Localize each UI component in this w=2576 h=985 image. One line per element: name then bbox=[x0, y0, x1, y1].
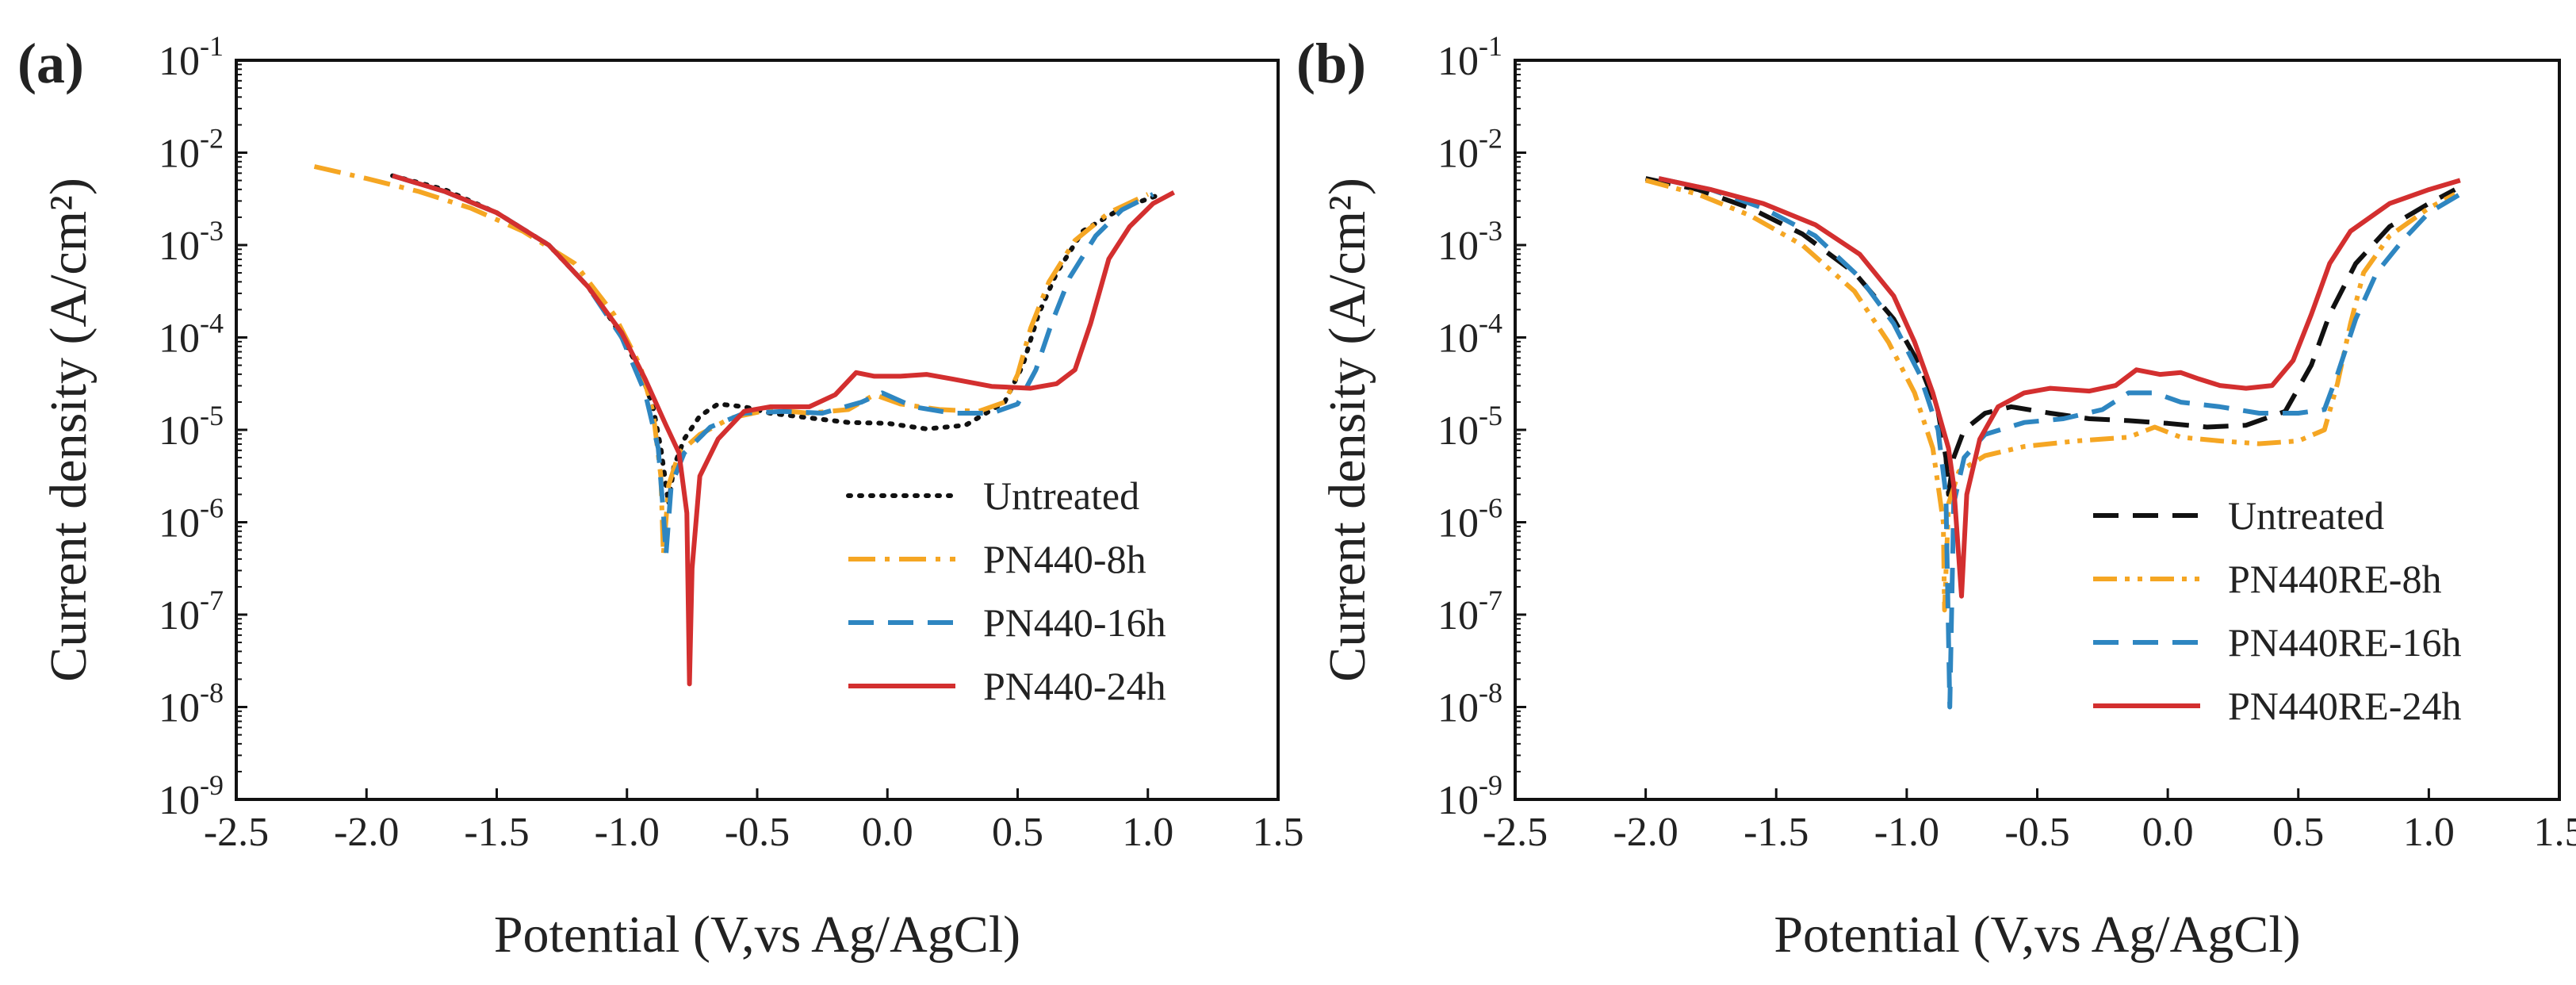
x-tick-label: -0.5 bbox=[725, 810, 790, 855]
legend-label: PN440RE-16h bbox=[2228, 620, 2461, 665]
y-tick-label: 10-1 bbox=[159, 30, 224, 84]
x-tick-label: 0.5 bbox=[992, 810, 1043, 855]
y-tick-label: 10-7 bbox=[159, 584, 224, 638]
y-tick-label: 10-3 bbox=[159, 215, 224, 269]
legend-label: PN440-8h bbox=[983, 537, 1146, 581]
y-tick-label: 10-3 bbox=[1437, 215, 1502, 269]
y-tick-label: 10-6 bbox=[159, 492, 224, 546]
legend-label: PN440RE-8h bbox=[2228, 557, 2441, 601]
y-tick-label: 10-2 bbox=[1437, 123, 1502, 177]
y-tick-label: 10-2 bbox=[159, 123, 224, 177]
x-tick-label: 0.5 bbox=[2272, 810, 2324, 855]
x-tick-label: -2.0 bbox=[1613, 810, 1678, 855]
x-tick-label: 1.5 bbox=[2534, 810, 2576, 855]
y-tick-label: 10-7 bbox=[1437, 584, 1502, 638]
y-tick-label: 10-1 bbox=[1437, 30, 1502, 84]
series-line-pn440re-8h bbox=[1646, 180, 2455, 610]
y-tick-label: 10-6 bbox=[1437, 492, 1502, 546]
y-axis-title: Current density (A/cm²) bbox=[40, 178, 98, 682]
y-tick-label: 10-5 bbox=[1437, 400, 1502, 454]
y-tick-label: 10-5 bbox=[159, 400, 224, 454]
y-tick-label: 10-4 bbox=[1437, 308, 1502, 362]
x-tick-label: -1.5 bbox=[1743, 810, 1809, 855]
x-axis-title: Potential (V,vs Ag/AgCl) bbox=[1774, 906, 2300, 964]
y-axis-title: Current density (A/cm²) bbox=[1319, 178, 1376, 682]
x-axis-title: Potential (V,vs Ag/AgCl) bbox=[494, 906, 1020, 964]
x-tick-label: 1.0 bbox=[2403, 810, 2455, 855]
y-tick-label: 10-8 bbox=[159, 677, 224, 731]
panel-a-label: (a) bbox=[17, 32, 84, 95]
legend-label: Untreated bbox=[983, 473, 1139, 518]
x-tick-label: 1.5 bbox=[1253, 810, 1304, 855]
x-tick-label: 1.0 bbox=[1122, 810, 1173, 855]
x-tick-label: -2.5 bbox=[1483, 810, 1548, 855]
panel-b-label: (b) bbox=[1296, 32, 1366, 95]
x-tick-label: -0.5 bbox=[2004, 810, 2069, 855]
legend-label: Untreated bbox=[2228, 493, 2384, 538]
legend-label: PN440-24h bbox=[983, 664, 1166, 708]
y-tick-label: 10-4 bbox=[159, 308, 224, 362]
x-tick-label: -1.0 bbox=[1874, 810, 1939, 855]
x-tick-label: -2.5 bbox=[204, 810, 269, 855]
x-tick-label: 0.0 bbox=[2142, 810, 2194, 855]
x-tick-label: -1.0 bbox=[595, 810, 660, 855]
x-tick-label: 0.0 bbox=[862, 810, 913, 855]
legend-label: PN440-16h bbox=[983, 600, 1166, 645]
legend-label: PN440RE-24h bbox=[2228, 684, 2461, 728]
x-tick-label: -2.0 bbox=[334, 810, 399, 855]
x-tick-label: -1.5 bbox=[464, 810, 529, 855]
y-tick-label: 10-8 bbox=[1437, 677, 1502, 731]
